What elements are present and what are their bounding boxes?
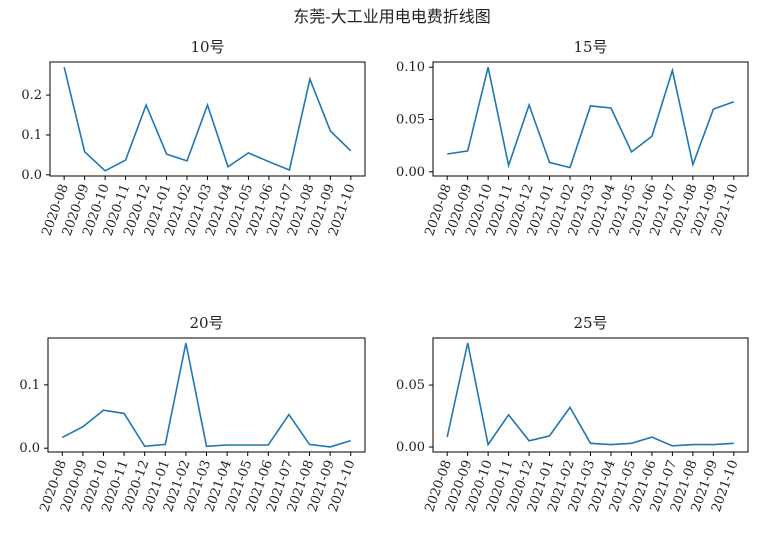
y-tick-label: 0.2 — [21, 88, 42, 103]
chart-title: 东莞-大工业用电电费折线图 — [293, 7, 490, 26]
data-line — [446, 342, 734, 447]
subplot-title: 10号 — [190, 38, 224, 56]
y-tick-label: 0.1 — [21, 128, 42, 143]
subplot-title: 20号 — [189, 314, 223, 332]
y-tick-label: 0.0 — [19, 441, 40, 456]
y-tick-label: 0.10 — [396, 60, 425, 75]
y-tick-label: 0.1 — [19, 378, 40, 393]
data-line — [447, 67, 735, 169]
y-tick-label: 0.05 — [396, 113, 425, 128]
data-line — [61, 342, 351, 448]
axes-frame — [432, 61, 749, 177]
y-tick-label: 0.00 — [396, 165, 425, 180]
axes-frame — [432, 337, 749, 453]
subplot-title: 15号 — [573, 38, 607, 56]
y-tick-label: 0.05 — [396, 378, 425, 393]
y-tick-label: 0.0 — [21, 168, 42, 183]
axes-frame — [49, 61, 366, 177]
data-line — [63, 67, 352, 172]
subplot-title: 25号 — [573, 314, 607, 332]
y-tick-label: 0.00 — [396, 440, 425, 455]
axes-frame — [47, 337, 366, 453]
